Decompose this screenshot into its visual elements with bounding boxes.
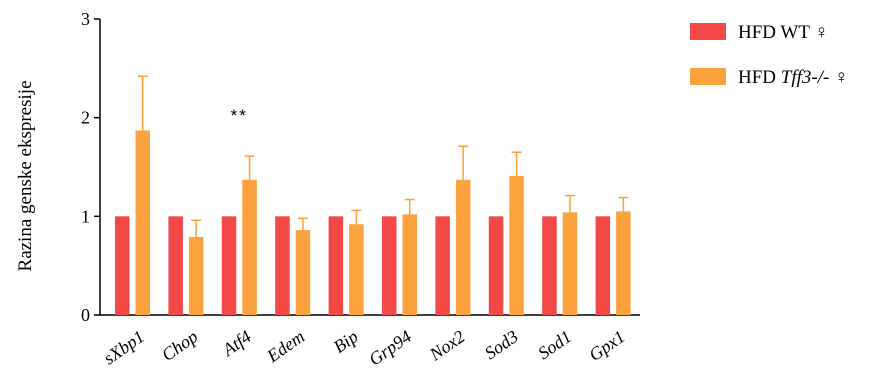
bar-tff3 [562, 212, 578, 315]
bar-wt [275, 216, 290, 315]
bar-wt [221, 216, 237, 315]
x-tick-label: Sod1 [534, 326, 575, 363]
y-axis-ticks: 0 1 2 3 [81, 9, 100, 325]
x-tick-label: Grp94 [365, 326, 415, 369]
bar-tff3 [616, 211, 631, 315]
error-bars [137, 75, 629, 238]
legend-label-tff3: HFD Tff3-/- ♀ [738, 67, 848, 88]
x-axis-labels: sXbp1 Chop Atf4 Edem Bip Grp94 Nox2 Sod3 Sod1 Gpx… [100, 326, 629, 369]
bar-wt [542, 216, 557, 315]
bar-tff3 [135, 130, 150, 315]
x-tick-label: Bip [330, 326, 362, 357]
bar-tff3 [242, 179, 257, 315]
bar-wt [328, 216, 344, 315]
y-axis-label-group: Razina genske ekspresije [15, 81, 36, 272]
bar-tff3 [455, 179, 471, 315]
x-tick-label: Gpx1 [585, 326, 628, 365]
y-axis-label: Razina genske ekspresije [15, 81, 36, 272]
significance-annotation: ** [231, 106, 248, 125]
y-tick-label: 3 [81, 9, 90, 29]
bar-tff3 [295, 230, 311, 315]
y-tick-label: 0 [81, 305, 90, 325]
bar-wt [168, 216, 183, 315]
x-tick-label: Sod3 [481, 326, 522, 363]
x-tick-label: Chop [158, 326, 201, 365]
y-tick-label: 2 [81, 108, 90, 128]
x-tick-label: Edem [262, 326, 308, 366]
bar-wt [382, 216, 397, 315]
bar-tff3 [188, 237, 204, 315]
bar-wt [595, 216, 611, 315]
x-tick-label: sXbp1 [100, 326, 148, 368]
bar-tff3 [509, 175, 524, 315]
bar-tff3 [349, 224, 364, 315]
bars [115, 130, 631, 315]
legend-label-wt: HFD WT ♀ [738, 22, 829, 43]
bar-tff3 [402, 214, 417, 315]
legend: HFD WT ♀ HFD Tff3-/- ♀ [690, 22, 848, 88]
x-tick-label: Atf4 [218, 326, 255, 360]
legend-swatch-wt [690, 23, 726, 40]
legend-swatch-tff3 [690, 68, 726, 85]
y-tick-label: 1 [81, 206, 90, 226]
annotations: ** [231, 106, 248, 125]
bar-wt [435, 216, 450, 315]
bar-wt [115, 216, 130, 315]
bar-wt [488, 216, 504, 315]
x-tick-label: Nox2 [425, 326, 468, 365]
